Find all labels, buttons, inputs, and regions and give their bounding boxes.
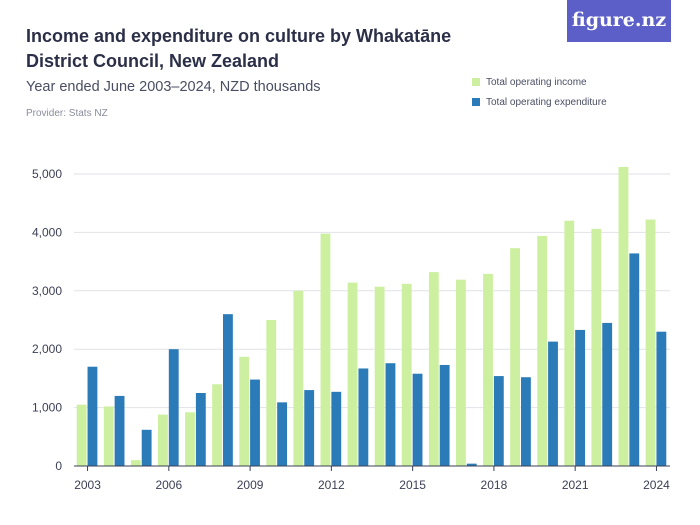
x-tick-label: 2003 <box>74 478 101 492</box>
bar-expenditure <box>656 331 667 466</box>
legend-item-income: Total operating income <box>472 72 607 92</box>
bar-expenditure <box>493 376 504 466</box>
bar-income <box>591 228 602 466</box>
bar-expenditure <box>466 463 477 466</box>
bar-income <box>428 272 439 466</box>
bar-income <box>537 235 548 466</box>
x-tick-label: 2018 <box>481 478 508 492</box>
bar-income <box>76 404 87 466</box>
bar-income <box>239 356 250 466</box>
x-tick-label: 2009 <box>237 478 264 492</box>
bar-income <box>618 166 629 466</box>
legend-item-expenditure: Total operating expenditure <box>472 92 607 112</box>
bar-income <box>103 406 114 466</box>
bar-expenditure <box>250 379 260 466</box>
bar-expenditure <box>304 390 315 466</box>
bar-income <box>293 290 304 466</box>
bar-expenditure <box>277 402 288 466</box>
bar-income <box>157 414 168 466</box>
x-tick-label: 2021 <box>562 478 589 492</box>
bar-expenditure <box>223 314 233 466</box>
bar-income <box>266 320 277 466</box>
x-tick-label: 2012 <box>318 478 345 492</box>
bar-income <box>401 283 412 466</box>
figure-nz-logo[interactable]: figure.nz <box>567 0 671 42</box>
x-tick-label: 2024 <box>643 478 670 492</box>
chart-title: Income and expenditure on culture by Wha… <box>26 26 452 71</box>
bar-expenditure <box>412 373 423 466</box>
y-tick-label: 2,000 <box>32 342 62 356</box>
y-tick-label: 0 <box>55 459 62 473</box>
bar-income <box>564 220 575 466</box>
bar-expenditure <box>168 349 179 466</box>
bar-income <box>185 412 195 466</box>
chart-subtitle: Year ended June 2003–2024, NZD thousands <box>26 79 321 95</box>
y-tick-label: 1,000 <box>32 401 62 415</box>
bar-income <box>212 384 222 466</box>
bar-expenditure <box>87 366 98 466</box>
bar-income <box>455 279 466 466</box>
bar-income <box>130 460 141 466</box>
legend-swatch-expenditure <box>472 98 480 106</box>
bar-income <box>347 282 358 466</box>
x-tick-label: 2015 <box>399 478 426 492</box>
bar-expenditure <box>358 368 369 466</box>
x-tick-label: 2006 <box>155 478 182 492</box>
bar-expenditure <box>521 377 531 466</box>
bar-expenditure <box>575 329 586 466</box>
bar-income <box>510 248 520 466</box>
y-tick-label: 5,000 <box>32 167 62 181</box>
y-tick-label: 3,000 <box>32 284 62 298</box>
legend-label-expenditure: Total operating expenditure <box>486 96 607 108</box>
legend-swatch-income <box>472 78 480 86</box>
bar-expenditure <box>331 391 342 466</box>
bar-income <box>645 219 656 466</box>
provider-note: Provider: Stats NZ <box>26 108 108 119</box>
bar-income <box>320 233 331 466</box>
bar-expenditure <box>141 429 152 466</box>
bar-income <box>374 286 385 466</box>
legend-label-income: Total operating income <box>486 76 587 88</box>
chart-legend: Total operating income Total operating e… <box>472 72 607 112</box>
bar-income <box>483 273 493 466</box>
bar-expenditure <box>385 363 396 466</box>
bar-expenditure <box>439 364 450 466</box>
bar-expenditure <box>629 253 640 466</box>
bar-expenditure <box>195 393 206 466</box>
y-tick-label: 4,000 <box>32 225 62 239</box>
bar-expenditure <box>114 395 125 466</box>
bar-expenditure <box>548 341 558 466</box>
bar-expenditure <box>602 322 613 466</box>
